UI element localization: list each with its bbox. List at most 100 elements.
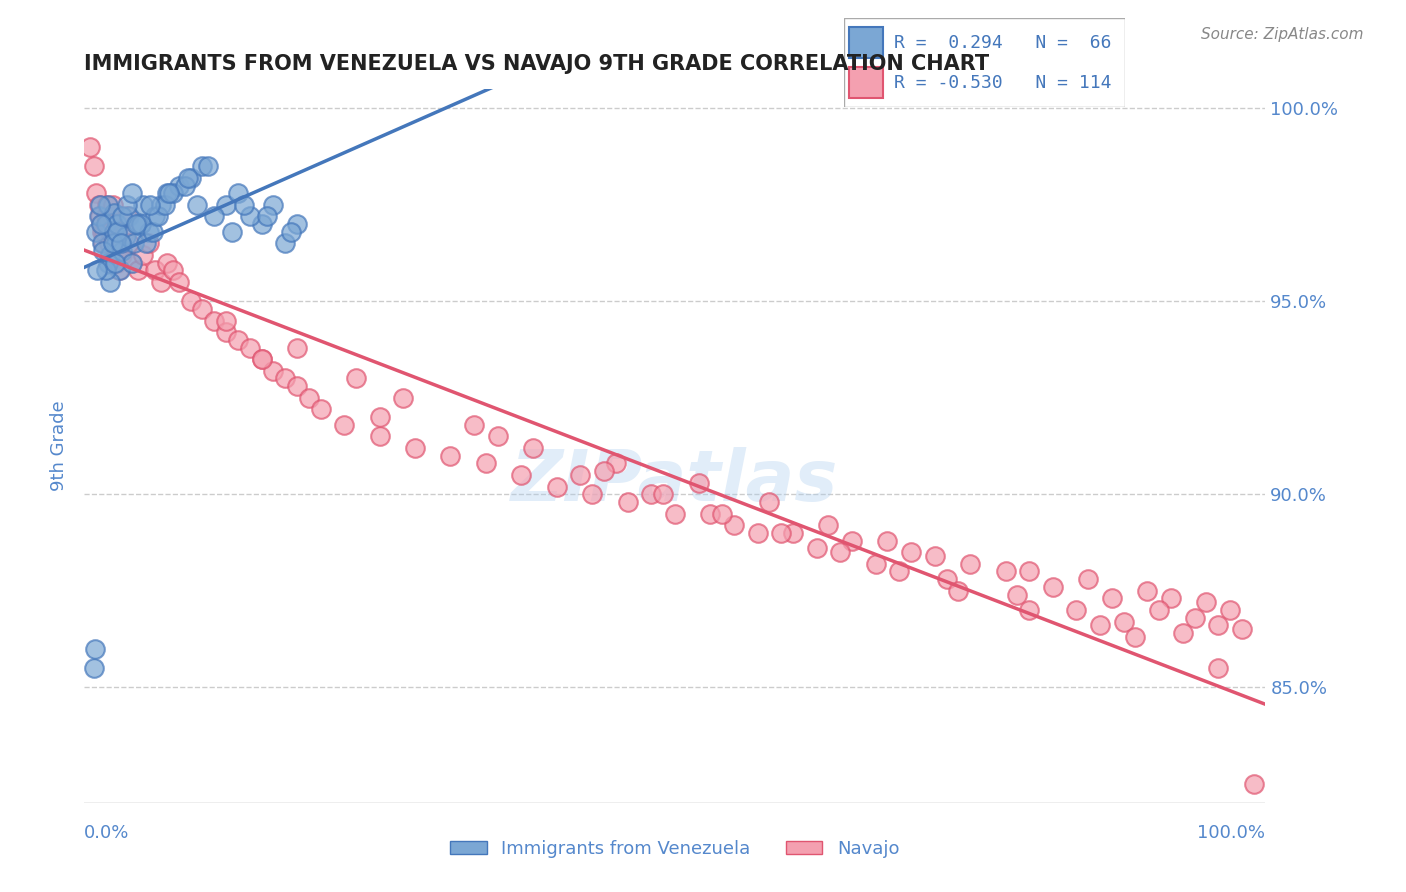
Point — [262, 364, 284, 378]
Point — [994, 565, 1017, 579]
Point — [486, 429, 509, 443]
Point — [368, 429, 391, 443]
Point — [215, 313, 238, 327]
Point — [640, 487, 662, 501]
Point — [250, 352, 273, 367]
Point — [747, 525, 769, 540]
Point — [948, 583, 970, 598]
Point — [142, 225, 165, 239]
Point — [274, 236, 297, 251]
Point — [463, 417, 485, 432]
Y-axis label: 9th Grade: 9th Grade — [51, 401, 69, 491]
Point — [758, 495, 780, 509]
Point — [132, 198, 155, 212]
Point — [226, 333, 249, 347]
Point — [90, 217, 112, 231]
Point — [143, 210, 166, 224]
Point — [924, 549, 946, 563]
Point — [1171, 626, 1194, 640]
Point — [221, 225, 243, 239]
Point — [101, 198, 124, 212]
Point — [256, 210, 278, 224]
Point — [135, 236, 157, 251]
Point — [103, 225, 125, 239]
Point — [782, 525, 804, 540]
Point — [298, 391, 321, 405]
Point — [121, 186, 143, 201]
Point — [475, 456, 498, 470]
Point — [285, 379, 308, 393]
Point — [87, 198, 110, 212]
Point — [1160, 591, 1182, 606]
Point — [114, 225, 136, 239]
Point — [83, 661, 105, 675]
Point — [122, 236, 145, 251]
Point — [111, 248, 134, 262]
Point — [186, 198, 208, 212]
Text: 0.0%: 0.0% — [84, 824, 129, 842]
Text: ZIPatlas: ZIPatlas — [512, 447, 838, 516]
Point — [87, 210, 110, 224]
Point — [841, 533, 863, 548]
FancyBboxPatch shape — [849, 27, 883, 58]
Point — [1077, 572, 1099, 586]
Point — [98, 248, 121, 262]
Point — [121, 256, 143, 270]
Point — [167, 178, 190, 193]
Point — [156, 186, 179, 201]
Point — [1136, 583, 1159, 598]
Point — [215, 198, 238, 212]
Point — [333, 417, 356, 432]
Point — [250, 352, 273, 367]
Point — [239, 341, 262, 355]
Point — [91, 244, 114, 259]
Point — [770, 525, 793, 540]
Point — [115, 198, 138, 212]
Point — [274, 371, 297, 385]
Point — [90, 217, 112, 231]
Point — [1112, 615, 1135, 629]
Point — [118, 210, 141, 224]
Point — [664, 507, 686, 521]
Point — [191, 301, 214, 316]
Point — [546, 479, 568, 493]
Point — [900, 545, 922, 559]
Point — [79, 140, 101, 154]
Point — [138, 236, 160, 251]
Point — [127, 217, 149, 231]
Point — [98, 236, 121, 251]
Point — [232, 198, 254, 212]
Text: 100.0%: 100.0% — [1198, 824, 1265, 842]
Point — [215, 325, 238, 339]
Point — [865, 557, 887, 571]
Point — [250, 217, 273, 231]
Point — [93, 225, 115, 239]
Point — [84, 186, 107, 201]
Point — [118, 236, 141, 251]
Point — [107, 263, 129, 277]
Point — [652, 487, 675, 501]
Point — [404, 441, 426, 455]
Point — [344, 371, 367, 385]
Point — [97, 217, 120, 231]
Point — [111, 244, 134, 259]
Point — [107, 256, 129, 270]
Point — [84, 641, 107, 656]
Point — [569, 467, 592, 482]
Point — [723, 518, 745, 533]
Point — [180, 170, 202, 185]
Point — [876, 533, 898, 548]
Point — [107, 225, 129, 239]
Point — [105, 236, 128, 251]
Text: R = -0.530   N = 114: R = -0.530 N = 114 — [894, 74, 1112, 92]
Point — [959, 557, 981, 571]
Point — [1101, 591, 1123, 606]
Point — [368, 410, 391, 425]
Point — [84, 225, 107, 239]
Point — [94, 210, 117, 224]
Point — [83, 159, 105, 173]
Point — [439, 449, 461, 463]
Point — [127, 263, 149, 277]
Point — [138, 225, 160, 239]
Point — [146, 210, 169, 224]
